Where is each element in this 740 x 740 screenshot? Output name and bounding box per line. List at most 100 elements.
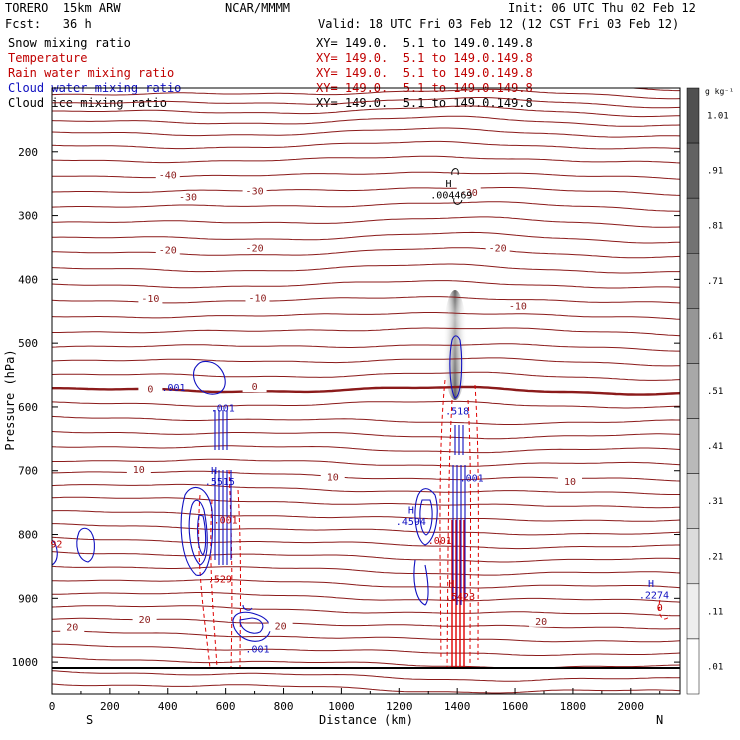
isotherm-label: -20 <box>246 244 264 255</box>
contour-label-bg <box>155 244 180 256</box>
contour-label-bg <box>176 191 201 203</box>
x-tick-label: 1800 <box>560 700 587 713</box>
maximum-label: .529 <box>208 574 232 585</box>
isotherm-label: -10 <box>248 293 266 304</box>
y-tick-label: 800 <box>18 529 38 542</box>
colorbar-label: .91 <box>707 167 723 177</box>
x-axis-title: Distance (km) <box>319 713 413 727</box>
maximum-label: .2274 <box>639 590 669 601</box>
maximum-label: .5515 <box>205 477 235 488</box>
isotherm <box>52 201 680 212</box>
isotherm-label: -30 <box>460 188 478 199</box>
isotherm-label: 10 <box>133 465 145 476</box>
colorbar-swatch <box>686 363 700 419</box>
contour-label-bg <box>126 464 151 476</box>
isotherm-label: -30 <box>246 186 264 197</box>
isotherm <box>52 496 680 509</box>
contour-label-bg <box>138 383 163 395</box>
y-tick-label: 1000 <box>12 656 39 669</box>
y-tick-label: 700 <box>18 465 38 478</box>
model-label: TORERO 15km ARW <box>5 1 121 15</box>
x-tick-label: 1600 <box>502 700 529 713</box>
y-axis-title: Pressure (hPa) <box>3 349 17 450</box>
maximum-label: .001 <box>245 645 269 656</box>
colorbar-label: .81 <box>707 222 723 232</box>
contour-label-bg <box>558 476 583 488</box>
contour-label-bg <box>485 242 510 254</box>
y-tick-label: 600 <box>18 401 38 414</box>
isotherm <box>52 216 680 228</box>
colorbar-swatch <box>686 638 700 695</box>
contour-label-bg <box>242 242 267 254</box>
init-time: Init: 06 UTC Thu 02 Feb 12 <box>508 1 696 15</box>
contour-label-bg <box>155 169 180 181</box>
colorbar-label: .71 <box>707 277 723 287</box>
colorbar-label: .41 <box>707 442 723 452</box>
isotherm <box>52 579 680 589</box>
colorbar-label: .21 <box>707 552 723 562</box>
maximum-label: H <box>408 505 414 516</box>
colorbar-label: .31 <box>707 497 723 507</box>
colorbar-swatch <box>686 87 700 144</box>
isotherm <box>52 656 680 669</box>
y-tick-label: 500 <box>18 337 38 350</box>
valid-time: Valid: 18 UTC Fri 03 Feb 12 (12 CST Fri … <box>318 17 680 31</box>
temperature-contours <box>52 88 680 694</box>
maximum-label: .5423 <box>445 592 475 603</box>
plot-frame <box>51 87 681 695</box>
legend-xy-rain: XY= 149.0. 5.1 to 149.0.149.8 <box>316 66 533 80</box>
colorbar-swatch <box>686 308 700 364</box>
maximum-label: H <box>448 579 454 590</box>
contour-label-bg <box>268 620 293 632</box>
maximum-label: H <box>445 179 451 190</box>
legend-xy-temperature: XY= 149.0. 5.1 to 149.0.149.8 <box>316 51 533 65</box>
isotherm <box>52 458 680 467</box>
maximum-label: H <box>211 466 217 477</box>
maximum-label: .518 <box>445 407 469 418</box>
colorbar-swatch <box>686 197 700 254</box>
isotherm-label: 20 <box>535 617 547 628</box>
colorbar-swatch <box>686 528 700 585</box>
x-end-label-south: S <box>86 713 93 727</box>
isotherm-label: 10 <box>327 473 339 484</box>
colorbar-label: .51 <box>707 387 723 397</box>
x-end-label-north: N <box>656 713 663 727</box>
x-tick-label: 200 <box>100 700 120 713</box>
maximum-label: .004469 <box>430 190 472 201</box>
isotherm <box>52 357 680 367</box>
colorbar-swatch <box>686 473 700 529</box>
isotherm <box>52 97 680 109</box>
maximum-label: .001 <box>211 403 235 414</box>
isotherm-label: 10 <box>564 477 576 488</box>
colorbar-label: .61 <box>707 332 723 342</box>
colorbar-label: 1.01 <box>707 112 729 122</box>
isotherm <box>52 617 680 630</box>
maximum-label: .001 <box>460 474 484 485</box>
contour-label-bg <box>138 293 163 305</box>
isotherm-label: 20 <box>139 615 151 626</box>
legend-label-rain: Rain water mixing ratio <box>8 66 175 80</box>
contour-label-bg <box>242 185 267 197</box>
isotherm-label: -30 <box>179 193 197 204</box>
x-tick-label: 400 <box>158 700 178 713</box>
y-tick-label: 400 <box>18 273 38 286</box>
maximum-label: H <box>648 579 654 590</box>
isotherm <box>52 155 680 164</box>
colorbar-label: .11 <box>707 607 723 617</box>
maximum-label: 0 <box>657 603 663 614</box>
isotherm-label: 0 <box>252 382 258 393</box>
x-tick-label: 600 <box>216 700 236 713</box>
isotherm <box>52 551 680 563</box>
isotherm <box>52 592 680 603</box>
legend-label-temperature: Temperature <box>8 51 88 65</box>
x-tick-label: 800 <box>274 700 294 713</box>
isotherm <box>52 127 680 138</box>
colorbar-unit: g kg⁻¹ <box>705 87 734 96</box>
maximum-label: .4594 <box>396 517 426 528</box>
colorbar-label: .01 <box>707 662 723 672</box>
y-tick-label: 200 <box>18 146 38 159</box>
x-tick-label: 1200 <box>386 700 413 713</box>
contour-labels: -40 -30 -30 -30 -20 -20 -20 -10 -10 -10 0 0 10 10 10 20… <box>50 169 669 656</box>
isotherm <box>52 105 680 118</box>
